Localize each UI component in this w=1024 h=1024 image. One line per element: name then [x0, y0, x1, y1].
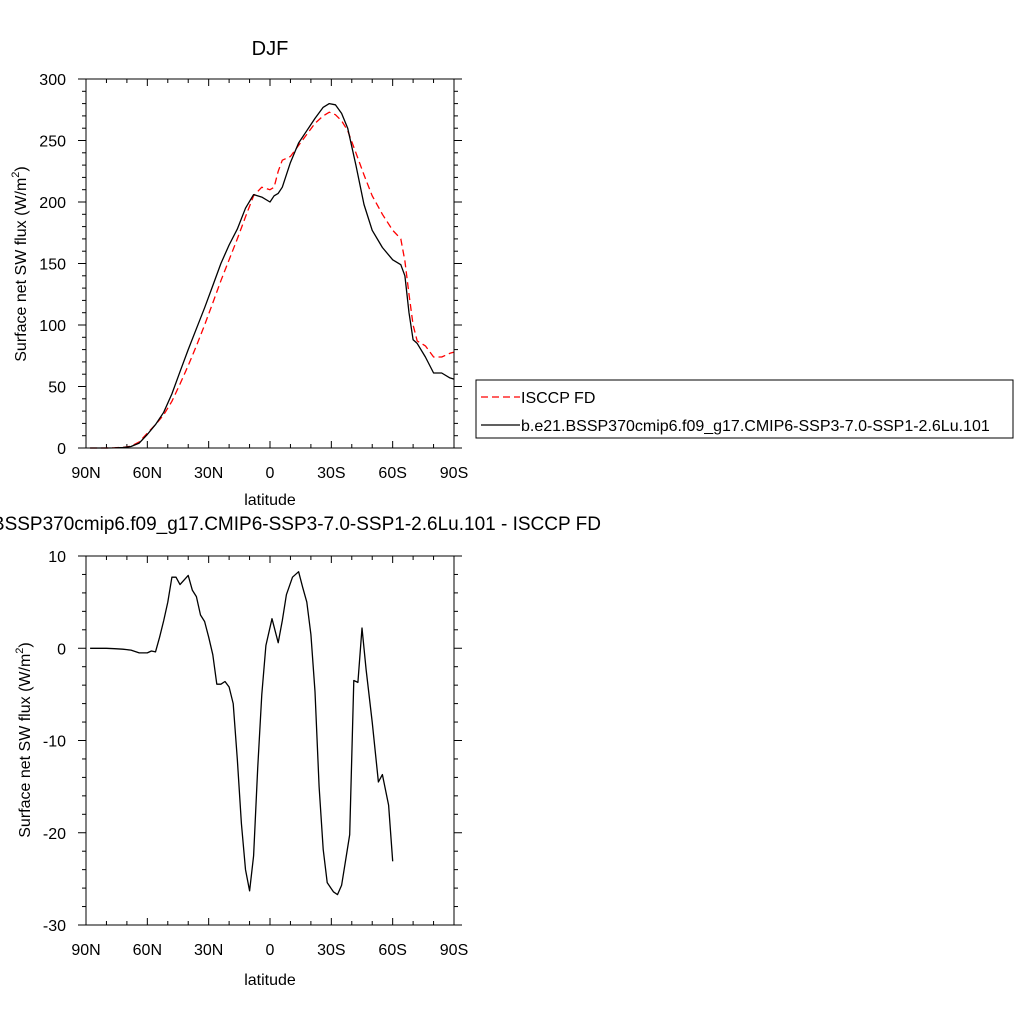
top-y-tick-label: 250 [39, 134, 66, 151]
top-x-tick-label: 90N [71, 465, 100, 482]
bottom-x-tick-label: 60N [133, 942, 162, 959]
bottom-x-tick-label: 30S [317, 942, 345, 959]
bottom-chart-series [90, 571, 394, 896]
legend-label-isccp: ISCCP FD [521, 390, 595, 407]
legend-box [475, 379, 1014, 439]
bottom-y-tick-label: -20 [43, 826, 66, 843]
bottom-y-tick-label: 0 [57, 641, 66, 658]
bottom-x-tick-label: 90N [71, 942, 100, 959]
top-x-tick-label: 0 [266, 465, 275, 482]
top-x-tick-label: 30S [317, 465, 345, 482]
bottom-x-axis-label: latitude [244, 972, 296, 989]
top-series-line-0 [90, 111, 455, 449]
panel-bottom: b.e21.BSSP370cmip6.f09_g17.CMIP6-SSP3-7.… [0, 514, 601, 989]
top-x-axis-label: latitude [244, 492, 296, 509]
top-y-tick-label: 150 [39, 257, 66, 274]
top-chart-axes: 90N 60N 30N 0 30S 60S 90S 0 50 100 150 200 250 300 [39, 72, 468, 482]
top-y-tick-label: 50 [48, 380, 66, 397]
bottom-x-tick-label: 30N [194, 942, 223, 959]
top-y-tick-label: 300 [39, 72, 66, 89]
top-x-tick-label: 60S [378, 465, 406, 482]
panel-top: DJF 90N 60N 30N 0 30S 60S 90S 0 50 100 150 200 250 30… [10, 38, 1014, 509]
top-y-tick-label: 100 [39, 318, 66, 335]
bottom-y-tick-label: 10 [48, 549, 66, 566]
top-plot-frame [85, 78, 455, 449]
top-series-line-1 [90, 102, 455, 449]
bottom-y-tick-label: -30 [43, 918, 66, 935]
bottom-x-tick-label: 60S [378, 942, 406, 959]
bottom-chart-axes: 90N 60N 30N 0 30S 60S 90S -30 -20 -10 0 10 [43, 549, 468, 959]
top-x-tick-label: 30N [194, 465, 223, 482]
bottom-y-tick-label: -10 [43, 734, 66, 751]
bottom-plot-frame [85, 555, 455, 926]
legend: ISCCP FD b.e21.BSSP370cmip6.f09_g17.CMIP… [475, 379, 1014, 439]
top-y-axis-label: Surface net SW flux (W/m2) [10, 166, 30, 362]
top-x-tick-label: 90S [440, 465, 468, 482]
top-y-tick-label: 0 [57, 441, 66, 458]
top-y-tick-label: 200 [39, 195, 66, 212]
bottom-x-tick-label: 90S [440, 942, 468, 959]
bottom-chart-title: b.e21.BSSP370cmip6.f09_g17.CMIP6-SSP3-7.… [0, 514, 601, 535]
bottom-y-axis-label: Surface net SW flux (W/m2) [14, 642, 34, 838]
top-chart-title: DJF [252, 38, 289, 60]
legend-label-model: b.e21.BSSP370cmip6.f09_g17.CMIP6-SSP3-7.… [521, 418, 990, 435]
top-x-tick-label: 60N [133, 465, 162, 482]
bottom-series-line-0 [90, 571, 394, 896]
top-chart-series [90, 102, 455, 449]
bottom-x-tick-label: 0 [266, 942, 275, 959]
